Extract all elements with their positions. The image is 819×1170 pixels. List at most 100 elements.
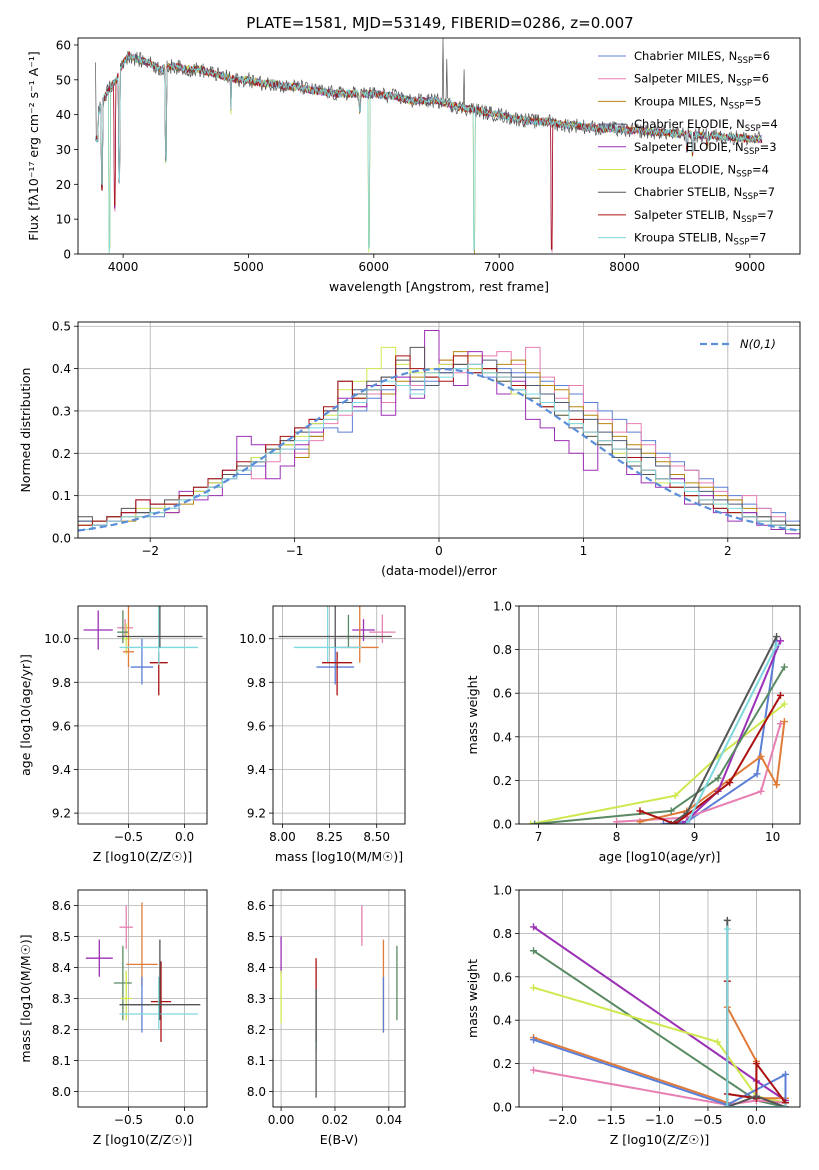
axes-frame [77, 321, 801, 539]
mass-weight-marker [781, 1070, 789, 1078]
x-tick-label: −1.5 [596, 1113, 625, 1127]
legend-entry: Kroupa ELODIE, NSSP=4 [634, 163, 769, 180]
x-tick-label: 1 [580, 544, 588, 558]
panel-massweight-vs-age: 7 8 9 10 0.0 0.2 0.4 0.6 0.8 1.0 age [log10(age/yr… [465, 600, 801, 864]
y-tick-label: 0.2 [493, 774, 512, 788]
mass-weight-marker [714, 774, 722, 782]
histogram-step [78, 355, 800, 530]
y-tick-label: 60 [56, 38, 71, 52]
spectrum-line [95, 52, 763, 254]
legend-entry: Salpeter MILES, NSSP=6 [634, 72, 769, 89]
panel-residuals: −2 −1 0 1 2 0.0 0.1 0.2 0.3 0.4 0.5 (data-model)/er… [18, 320, 801, 578]
x-tick-label: 8.50 [363, 830, 390, 844]
normal-curve [78, 367, 800, 532]
y-tick-label: 8.1 [247, 1054, 266, 1068]
mass-weight-marker [723, 925, 731, 933]
y-tick-label: 9.8 [52, 676, 71, 690]
plot-area-mass-vs-Z [85, 902, 201, 1042]
mass-weight-marker [723, 1103, 731, 1107]
y-tick-label: 50 [56, 73, 71, 87]
plot-area-age-vs-Z [83, 606, 203, 696]
legend-entry: Chabrier ELODIE, NSSP=4 [634, 117, 778, 134]
panel-spectrum: 4000 5000 6000 7000 8000 9000 0 10 20 30 40 50 60 wav… [26, 37, 801, 294]
mass-weight-line [533, 986, 786, 1104]
y-tick-label: 8.6 [247, 899, 266, 913]
x-tick-label: 0.04 [375, 1113, 402, 1127]
mass-weight-marker [776, 637, 784, 645]
x-tick-label: 8000 [609, 260, 640, 274]
panel-age-vs-mass: 8.00 8.25 8.50 9.2 9.4 9.6 9.8 10.0 mass [log10(… [239, 605, 406, 864]
mass-weight-marker [780, 718, 788, 726]
mass-weight-marker [679, 820, 687, 824]
mass-weight-marker [780, 700, 788, 708]
y-tick-label: 0.2 [52, 447, 71, 461]
x-tick-label: 0.02 [322, 1113, 349, 1127]
mass-weight-marker [671, 792, 679, 800]
y-tick-label: 8.0 [247, 1085, 266, 1099]
axes-frame [272, 889, 406, 1108]
x-tick-label: −1 [286, 544, 304, 558]
legend-entry: Salpeter STELIB, NSSP=7 [634, 208, 774, 225]
x-tick-label: −0.5 [114, 830, 143, 844]
mass-weight-marker [527, 820, 535, 824]
mass-weight-marker [723, 916, 731, 924]
mass-weight-line [726, 929, 786, 1107]
x-axis-label: (data-model)/error [381, 563, 498, 578]
y-tick-label: 0 [63, 248, 71, 262]
y-tick-label: 0.4 [52, 362, 71, 376]
y-axis-label: mass weight [465, 675, 480, 754]
y-axis-label: mass [log10(M/M☉)] [18, 934, 33, 1062]
mass-weight-line [530, 703, 786, 824]
x-tick-label: 9000 [735, 260, 766, 274]
y-tick-label: 9.4 [247, 763, 266, 777]
mass-weight-marker [530, 984, 538, 992]
y-axis-label: Flux [fλ10⁻¹⁷ erg cm⁻² s⁻¹ A⁻¹] [26, 51, 41, 240]
mass-weight-marker [773, 781, 781, 789]
mass-weight-marker [714, 1038, 722, 1046]
axes-frame [518, 605, 801, 825]
mass-weight-marker [773, 633, 781, 641]
histogram-step [78, 363, 800, 530]
y-tick-label: 0.6 [493, 687, 512, 701]
panel-mass-vs-EBV: 0.00 0.02 0.04 8.0 8.1 8.2 8.3 8.4 8.5 8.6 E(B-V) [247, 889, 406, 1147]
mass-weight-line [534, 666, 786, 824]
x-tick-label: 0.0 [175, 830, 194, 844]
y-tick-label: 10 [56, 213, 71, 227]
panel-age-vs-Z: −0.5 0.0 9.2 9.4 9.6 9.8 10.0 Z [log10(Z/Z☉)] ag… [18, 605, 208, 864]
legend-entry: Salpeter ELODIE, NSSP=3 [634, 140, 777, 157]
x-tick-label: 4000 [108, 260, 139, 274]
x-tick-label: −2 [141, 544, 159, 558]
x-tick-label: 0 [435, 544, 443, 558]
axes-frame [272, 605, 406, 825]
x-tick-label: −2.0 [548, 1113, 577, 1127]
mass-weight-line [685, 644, 778, 824]
y-tick-label: 0.0 [52, 532, 71, 546]
y-tick-label: 8.4 [52, 961, 71, 975]
y-tick-label: 0.0 [493, 1101, 512, 1115]
x-axis-label: Z [log10(Z/Z☉)] [93, 1132, 193, 1147]
x-axis-label: E(B-V) [320, 1132, 359, 1147]
mass-weight-line [639, 694, 782, 824]
mass-weight-marker [671, 820, 679, 824]
y-tick-label: 0.8 [493, 643, 512, 657]
mass-weight-marker [530, 1036, 538, 1044]
mass-weight-marker [773, 641, 781, 649]
y-tick-label: 0.3 [52, 404, 71, 418]
axes-frame [77, 37, 801, 255]
figure-title: PLATE=1581, MJD=53149, FIBERID=0286, z=0… [246, 14, 633, 32]
x-tick-label: 8.00 [269, 830, 296, 844]
x-tick-label: −0.5 [114, 1113, 143, 1127]
mass-weight-marker [752, 1092, 760, 1100]
x-axis-label: Z [log10(Z/Z☉)] [93, 849, 193, 864]
axes-frame [518, 889, 801, 1108]
legend-entry: Chabrier STELIB, NSSP=7 [634, 185, 775, 202]
panel-massweight-vs-Z: −2.0 −1.5 −1.0 −0.5 0.0 0.0 0.2 0.4 0.6 0.8 1.0 Z [… [465, 884, 801, 1147]
legend-entry: Kroupa STELIB, NSSP=7 [634, 231, 766, 248]
mass-weight-marker [781, 1103, 789, 1107]
spectrum-legend: Chabrier MILES, NSSP=6 Salpeter MILES, NS… [598, 49, 778, 248]
mass-weight-marker [776, 720, 784, 728]
x-axis-label: Z [log10(Z/Z☉)] [610, 1132, 710, 1147]
y-tick-label: 10.0 [44, 632, 71, 646]
legend-entry: Kroupa MILES, NSSP=5 [634, 94, 761, 111]
x-tick-label: −0.5 [693, 1113, 722, 1127]
